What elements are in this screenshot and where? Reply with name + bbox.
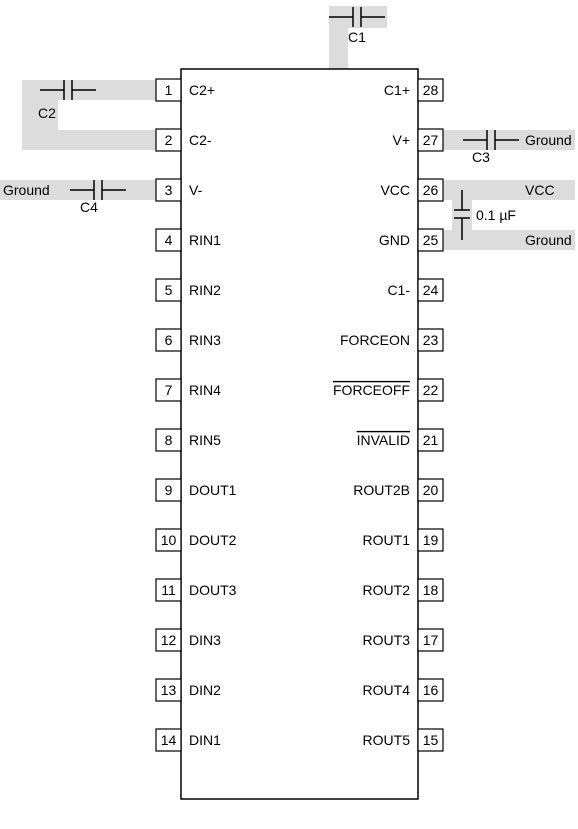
pin-label-6: RIN3 (189, 332, 221, 348)
pin-label-5: RIN2 (189, 282, 221, 298)
ic-pinout-diagram: 1 C2+ 2 C2- 3 V- 4 RIN1 5 RIN2 6 RIN3 7 RIN4 8 RIN5 9 DOU… (0, 0, 578, 829)
pin-num-2: 2 (165, 132, 173, 148)
pin-num-3: 3 (165, 182, 173, 198)
pin-num-8: 8 (165, 432, 173, 448)
label-c1: C1 (348, 29, 366, 45)
pin-label-19: ROUT1 (363, 532, 411, 548)
pin-label-3: V- (189, 182, 203, 198)
pin-num-22: 22 (423, 382, 439, 398)
pin-num-14: 14 (161, 732, 177, 748)
pin-label-24: C1- (387, 282, 410, 298)
pin-num-1: 1 (165, 82, 173, 98)
pin-num-19: 19 (423, 532, 439, 548)
pin-label-28: C1+ (384, 82, 410, 98)
pin-num-4: 4 (165, 232, 173, 248)
pin-num-24: 24 (423, 282, 439, 298)
pin-num-28: 28 (423, 82, 439, 98)
pin-num-7: 7 (165, 382, 173, 398)
pin-num-16: 16 (423, 682, 439, 698)
label-cap-value: 0.1 µF (476, 207, 516, 223)
pin-num-25: 25 (423, 232, 439, 248)
pin-label-15: ROUT5 (363, 732, 411, 748)
pin-num-26: 26 (423, 182, 439, 198)
pin-num-15: 15 (423, 732, 439, 748)
pin-num-13: 13 (161, 682, 177, 698)
pin-num-9: 9 (165, 482, 173, 498)
pin-label-11: DOUT3 (189, 582, 237, 598)
pin-label-27: V+ (392, 132, 410, 148)
pin-num-21: 21 (423, 432, 439, 448)
label-c2: C2 (38, 105, 56, 121)
pin-num-11: 11 (161, 582, 176, 598)
pin-label-25: GND (379, 232, 410, 248)
label-vcc: VCC (525, 182, 555, 198)
pin-label-8: RIN5 (189, 432, 221, 448)
pin-label-17: ROUT3 (363, 632, 411, 648)
pin-label-23: FORCEON (340, 332, 410, 348)
pin-label-20: ROUT2B (353, 482, 410, 498)
label-c4: C4 (80, 199, 98, 215)
pin-num-27: 27 (423, 132, 439, 148)
pin-label-18: ROUT2 (363, 582, 411, 598)
label-c3: C3 (472, 149, 490, 165)
pin-label-12: DIN3 (189, 632, 221, 648)
pin-label-7: RIN4 (189, 382, 221, 398)
pin-label-16: ROUT4 (363, 682, 411, 698)
pin-label-22: FORCEOFF (333, 382, 410, 398)
pin-label-9: DOUT1 (189, 482, 237, 498)
pin-label-4: RIN1 (189, 232, 221, 248)
pin-num-18: 18 (423, 582, 439, 598)
label-ground-left: Ground (3, 182, 50, 198)
pin-num-6: 6 (165, 332, 173, 348)
pin-label-26: VCC (380, 182, 410, 198)
pin-num-10: 10 (161, 532, 177, 548)
pin-label-21: INVALID (357, 432, 410, 448)
label-ground-c3: Ground (525, 132, 572, 148)
pin-label-10: DOUT2 (189, 532, 237, 548)
pin-num-23: 23 (423, 332, 439, 348)
pin-label-1: C2+ (189, 82, 215, 98)
pin-num-17: 17 (423, 632, 439, 648)
pin-label-13: DIN2 (189, 682, 221, 698)
pin-label-14: DIN1 (189, 732, 221, 748)
pin-num-5: 5 (165, 282, 173, 298)
pin-num-12: 12 (161, 632, 177, 648)
pin-num-20: 20 (423, 482, 439, 498)
label-ground-vcc: Ground (525, 232, 572, 248)
pin-label-2: C2- (189, 132, 212, 148)
